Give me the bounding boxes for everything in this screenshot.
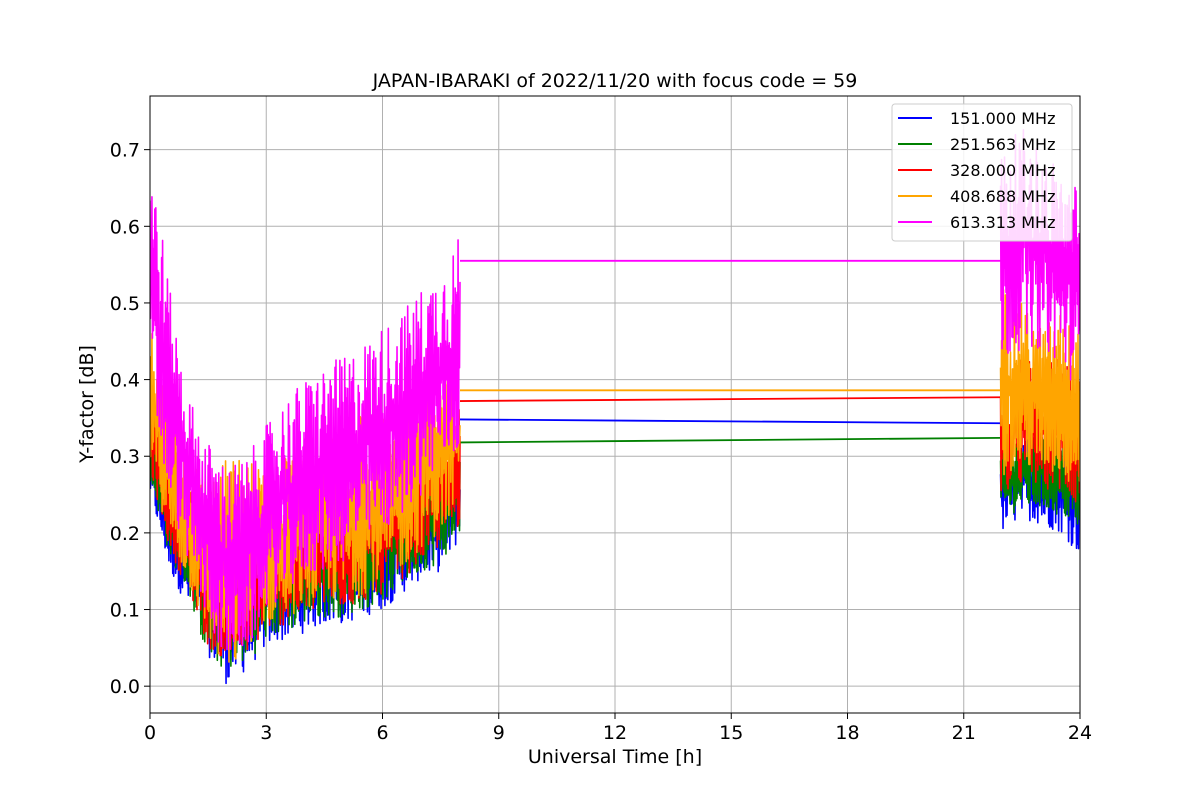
x-tick-label: 15 — [719, 722, 743, 744]
series-trace-early — [150, 196, 461, 651]
ticks: 0 3 6 9 12 15 18 21 24 0.0 0.1 0.2 0.3 0.4 0.5 0.6 0.7 — [110, 140, 1092, 744]
x-axis-label: Universal Time [h] — [528, 746, 702, 768]
y-tick-label: 0.1 — [110, 600, 140, 622]
x-tick-label: 0 — [144, 722, 156, 744]
x-tick-label: 3 — [260, 722, 272, 744]
legend-entry: 613.313 MHz — [898, 213, 1055, 232]
x-tick-label: 9 — [493, 722, 505, 744]
legend-entry: 151.000 MHz — [898, 109, 1055, 128]
y-tick-label: 0.6 — [110, 216, 140, 238]
y-tick-label: 0.0 — [110, 676, 140, 698]
series-trace-late — [999, 429, 1080, 525]
series-gap-line — [459, 396, 1001, 402]
legend-box — [891, 103, 1073, 242]
plot-area: 0 3 6 9 12 15 18 21 24 0.0 0.1 0.2 0.3 0.4 0.5 0.6 0.7 — [110, 95, 1092, 744]
legend-label: 408.688 MHz — [950, 187, 1055, 206]
legend-label: 328.000 MHz — [950, 161, 1055, 180]
series-gap-line — [459, 436, 1001, 444]
legend-entry: 328.000 MHz — [898, 161, 1055, 180]
x-tick-label: 18 — [835, 722, 859, 744]
y-tick-label: 0.3 — [110, 446, 140, 468]
x-tick-label: 24 — [1068, 722, 1092, 744]
x-tick-label: 6 — [376, 722, 388, 744]
y-tick-label: 0.2 — [110, 523, 140, 545]
legend-entry: 251.563 MHz — [898, 135, 1055, 154]
chart-title: JAPAN-IBARAKI of 2022/11/20 with focus c… — [372, 70, 858, 92]
y-tick-label: 0.7 — [110, 140, 140, 162]
legend-entry: 408.688 MHz — [898, 187, 1055, 206]
data-layer — [150, 129, 1080, 685]
y-axis-label: Y-factor [dB] — [76, 345, 98, 464]
y-tick-label: 0.5 — [110, 293, 140, 315]
legend-label: 151.000 MHz — [950, 109, 1055, 128]
x-tick-label: 21 — [952, 722, 976, 744]
y-tick-label: 0.4 — [110, 370, 140, 392]
legend-label: 251.563 MHz — [950, 135, 1055, 154]
legend-label: 613.313 MHz — [950, 213, 1055, 232]
series-gap-line — [459, 418, 1001, 425]
x-tick-label: 12 — [603, 722, 627, 744]
legend: 151.000 MHz 251.563 MHz 328.000 MHz 408.688… — [891, 103, 1073, 242]
